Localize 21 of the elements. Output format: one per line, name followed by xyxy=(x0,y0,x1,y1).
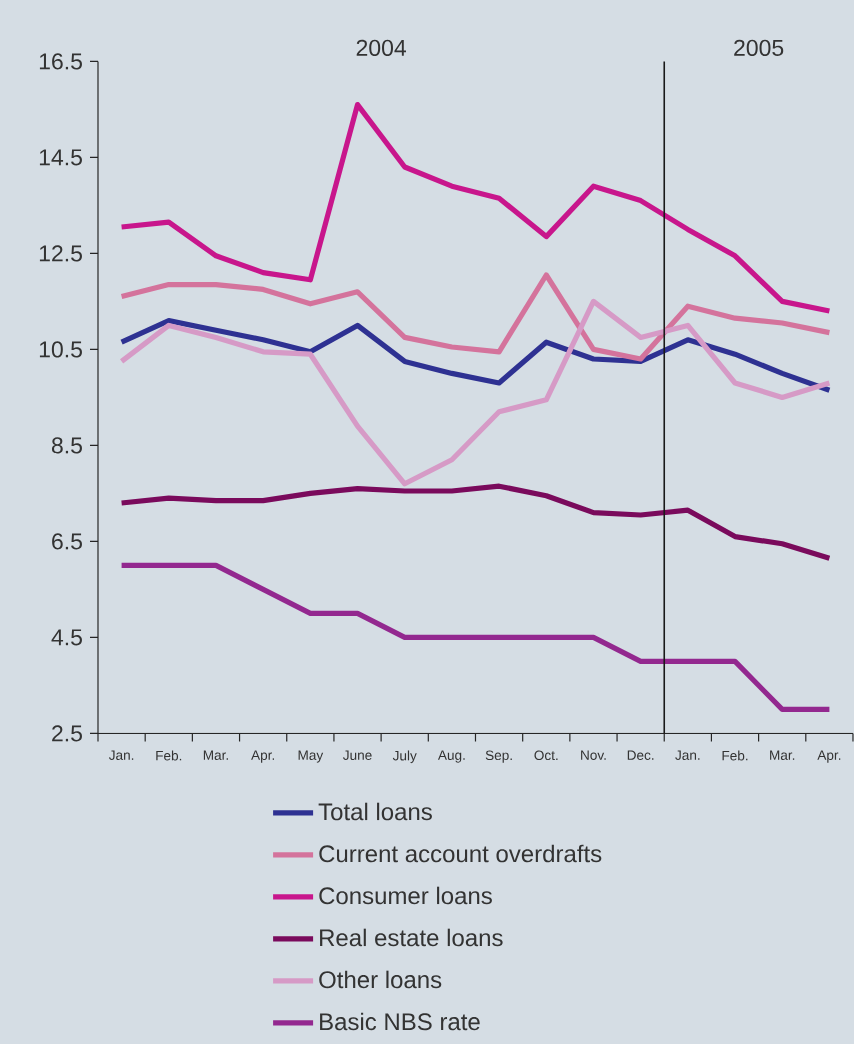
legend-label: Basic NBS rate xyxy=(320,1012,480,1031)
y-tick-label: 2.5 xyxy=(52,725,82,742)
y-tick-label: 6.5 xyxy=(52,533,82,550)
line-series xyxy=(118,298,832,487)
legend-label: Other loans xyxy=(319,970,442,989)
y-tick-label: 14.5 xyxy=(39,149,82,166)
legend-label: Current account overdrafts xyxy=(319,844,602,863)
line-series xyxy=(118,272,832,362)
y-tick-label: 12.5 xyxy=(39,245,82,262)
y-tick-label: 4.5 xyxy=(51,629,82,646)
y-tick-label: 16.5 xyxy=(39,53,82,70)
y-tick-label: 10.5 xyxy=(39,341,82,358)
line-series xyxy=(118,483,832,561)
text: 2005 xyxy=(734,39,784,56)
legend-label: Consumer loans xyxy=(319,886,492,905)
legend-label: Total loans xyxy=(318,802,432,821)
y-tick-label: 8.5 xyxy=(51,437,82,454)
line-series xyxy=(118,318,832,393)
text: 2004 xyxy=(356,39,407,56)
legend-label: Real estate loans xyxy=(320,928,503,947)
line-series xyxy=(118,102,832,314)
